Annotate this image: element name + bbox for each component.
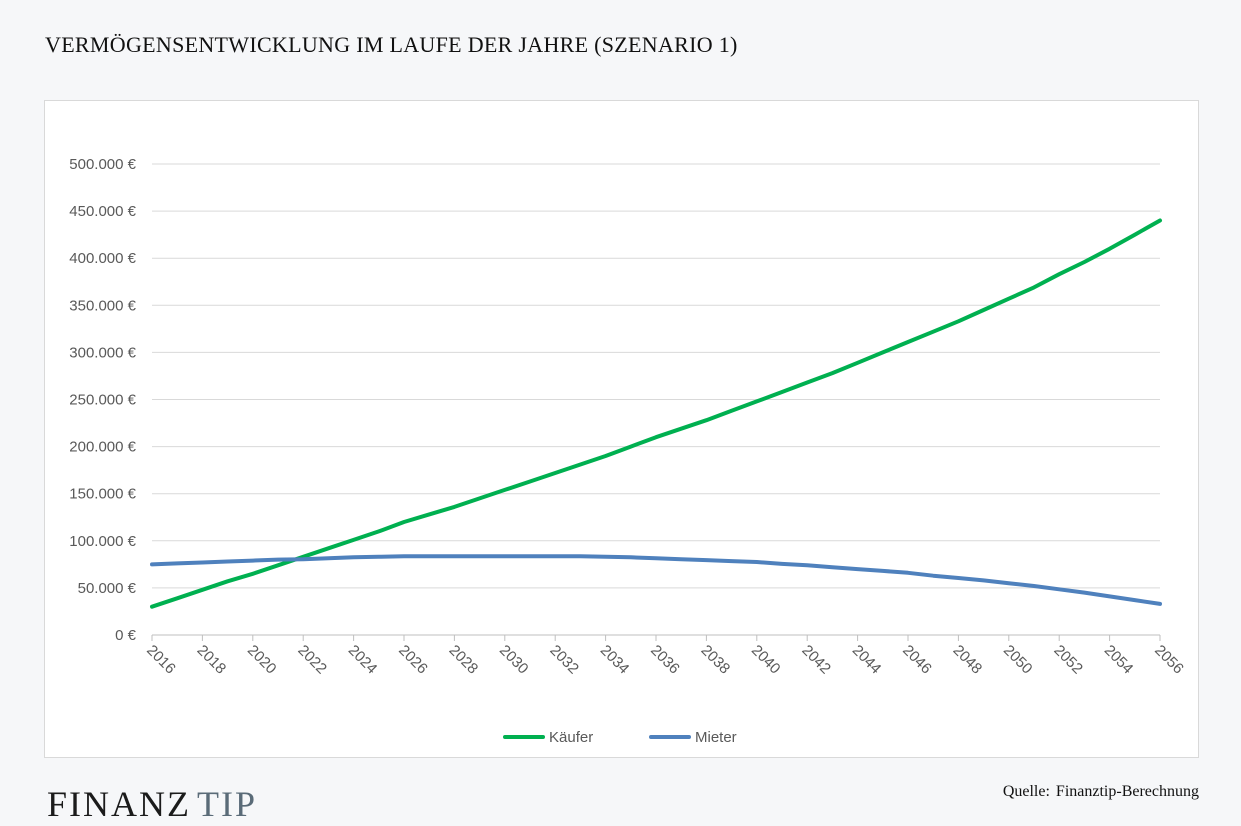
y-tick-label: 100.000 € <box>69 533 136 550</box>
y-tick-label: 200.000 € <box>69 439 136 456</box>
series-line-mieter <box>150 554 1162 606</box>
source-label: Quelle: <box>1002 783 1050 800</box>
chart-panel: 0 € 50.000 € 100.000 € 150.000 € 200.000 € 25… <box>44 100 1199 758</box>
x-tick-label: 2020 <box>244 642 280 678</box>
x-tick-label: 2052 <box>1050 642 1086 678</box>
x-tick-label: 2028 <box>446 642 482 678</box>
finanztip-logo: FINANZ TIP <box>47 786 257 822</box>
x-tick-label: 2054 <box>1101 642 1137 678</box>
x-axis-tick-labels: 2016 2018 2020 2022 2024 2026 2028 2030 2032 2034… <box>143 642 1187 678</box>
legend-label: Käufer <box>549 729 593 746</box>
x-tick-label: 2056 <box>1151 642 1187 678</box>
x-tick-label: 2044 <box>849 642 885 678</box>
series-line-kaeufer <box>150 218 1162 609</box>
line-chart: 0 € 50.000 € 100.000 € 150.000 € 200.000 € 25… <box>69 156 1187 746</box>
x-tick-label: 2026 <box>395 642 431 678</box>
x-tick-label: 2022 <box>294 642 330 678</box>
x-tick-label: 2048 <box>950 642 986 678</box>
legend-label: Mieter <box>695 729 737 746</box>
y-tick-label: 0 € <box>115 627 137 644</box>
legend: Käufer Mieter <box>503 729 737 746</box>
x-tick-label: 2036 <box>647 642 683 678</box>
x-tick-label: 2046 <box>899 642 935 678</box>
source-note: Quelle: Finanztip-Berechnung <box>1003 783 1199 801</box>
x-tick-label: 2030 <box>496 642 532 678</box>
y-tick-label: 350.000 € <box>69 297 136 314</box>
x-tick-label: 2040 <box>748 642 784 678</box>
x-tick-label: 2032 <box>546 642 582 678</box>
y-tick-label: 250.000 € <box>69 392 136 409</box>
logo-part-tip: TIP <box>197 784 257 824</box>
x-tick-label: 2038 <box>698 642 734 678</box>
y-tick-label: 150.000 € <box>69 486 136 503</box>
y-tick-label: 450.000 € <box>69 203 136 220</box>
x-tick-label: 2050 <box>1000 642 1036 678</box>
x-tick-label: 2034 <box>597 642 633 678</box>
x-tick-label: 2042 <box>798 642 834 678</box>
x-tick-label: 2016 <box>143 642 179 678</box>
x-tick-label: 2018 <box>194 642 230 678</box>
y-axis-tick-labels: 0 € 50.000 € 100.000 € 150.000 € 200.000 € 25… <box>69 156 136 644</box>
gridlines <box>152 163 1160 589</box>
x-tick-label: 2024 <box>345 642 381 678</box>
logo-part-finanz: FINANZ <box>47 784 191 824</box>
y-tick-label: 300.000 € <box>69 344 136 361</box>
page-title: VERMÖGENSENTWICKLUNG IM LAUFE DER JAHRE … <box>45 32 738 57</box>
y-tick-label: 50.000 € <box>78 580 137 597</box>
y-tick-label: 400.000 € <box>69 250 136 267</box>
source-value: Finanztip-Berechnung <box>1055 783 1199 800</box>
y-tick-label: 500.000 € <box>69 156 136 173</box>
x-axis <box>151 634 1161 641</box>
